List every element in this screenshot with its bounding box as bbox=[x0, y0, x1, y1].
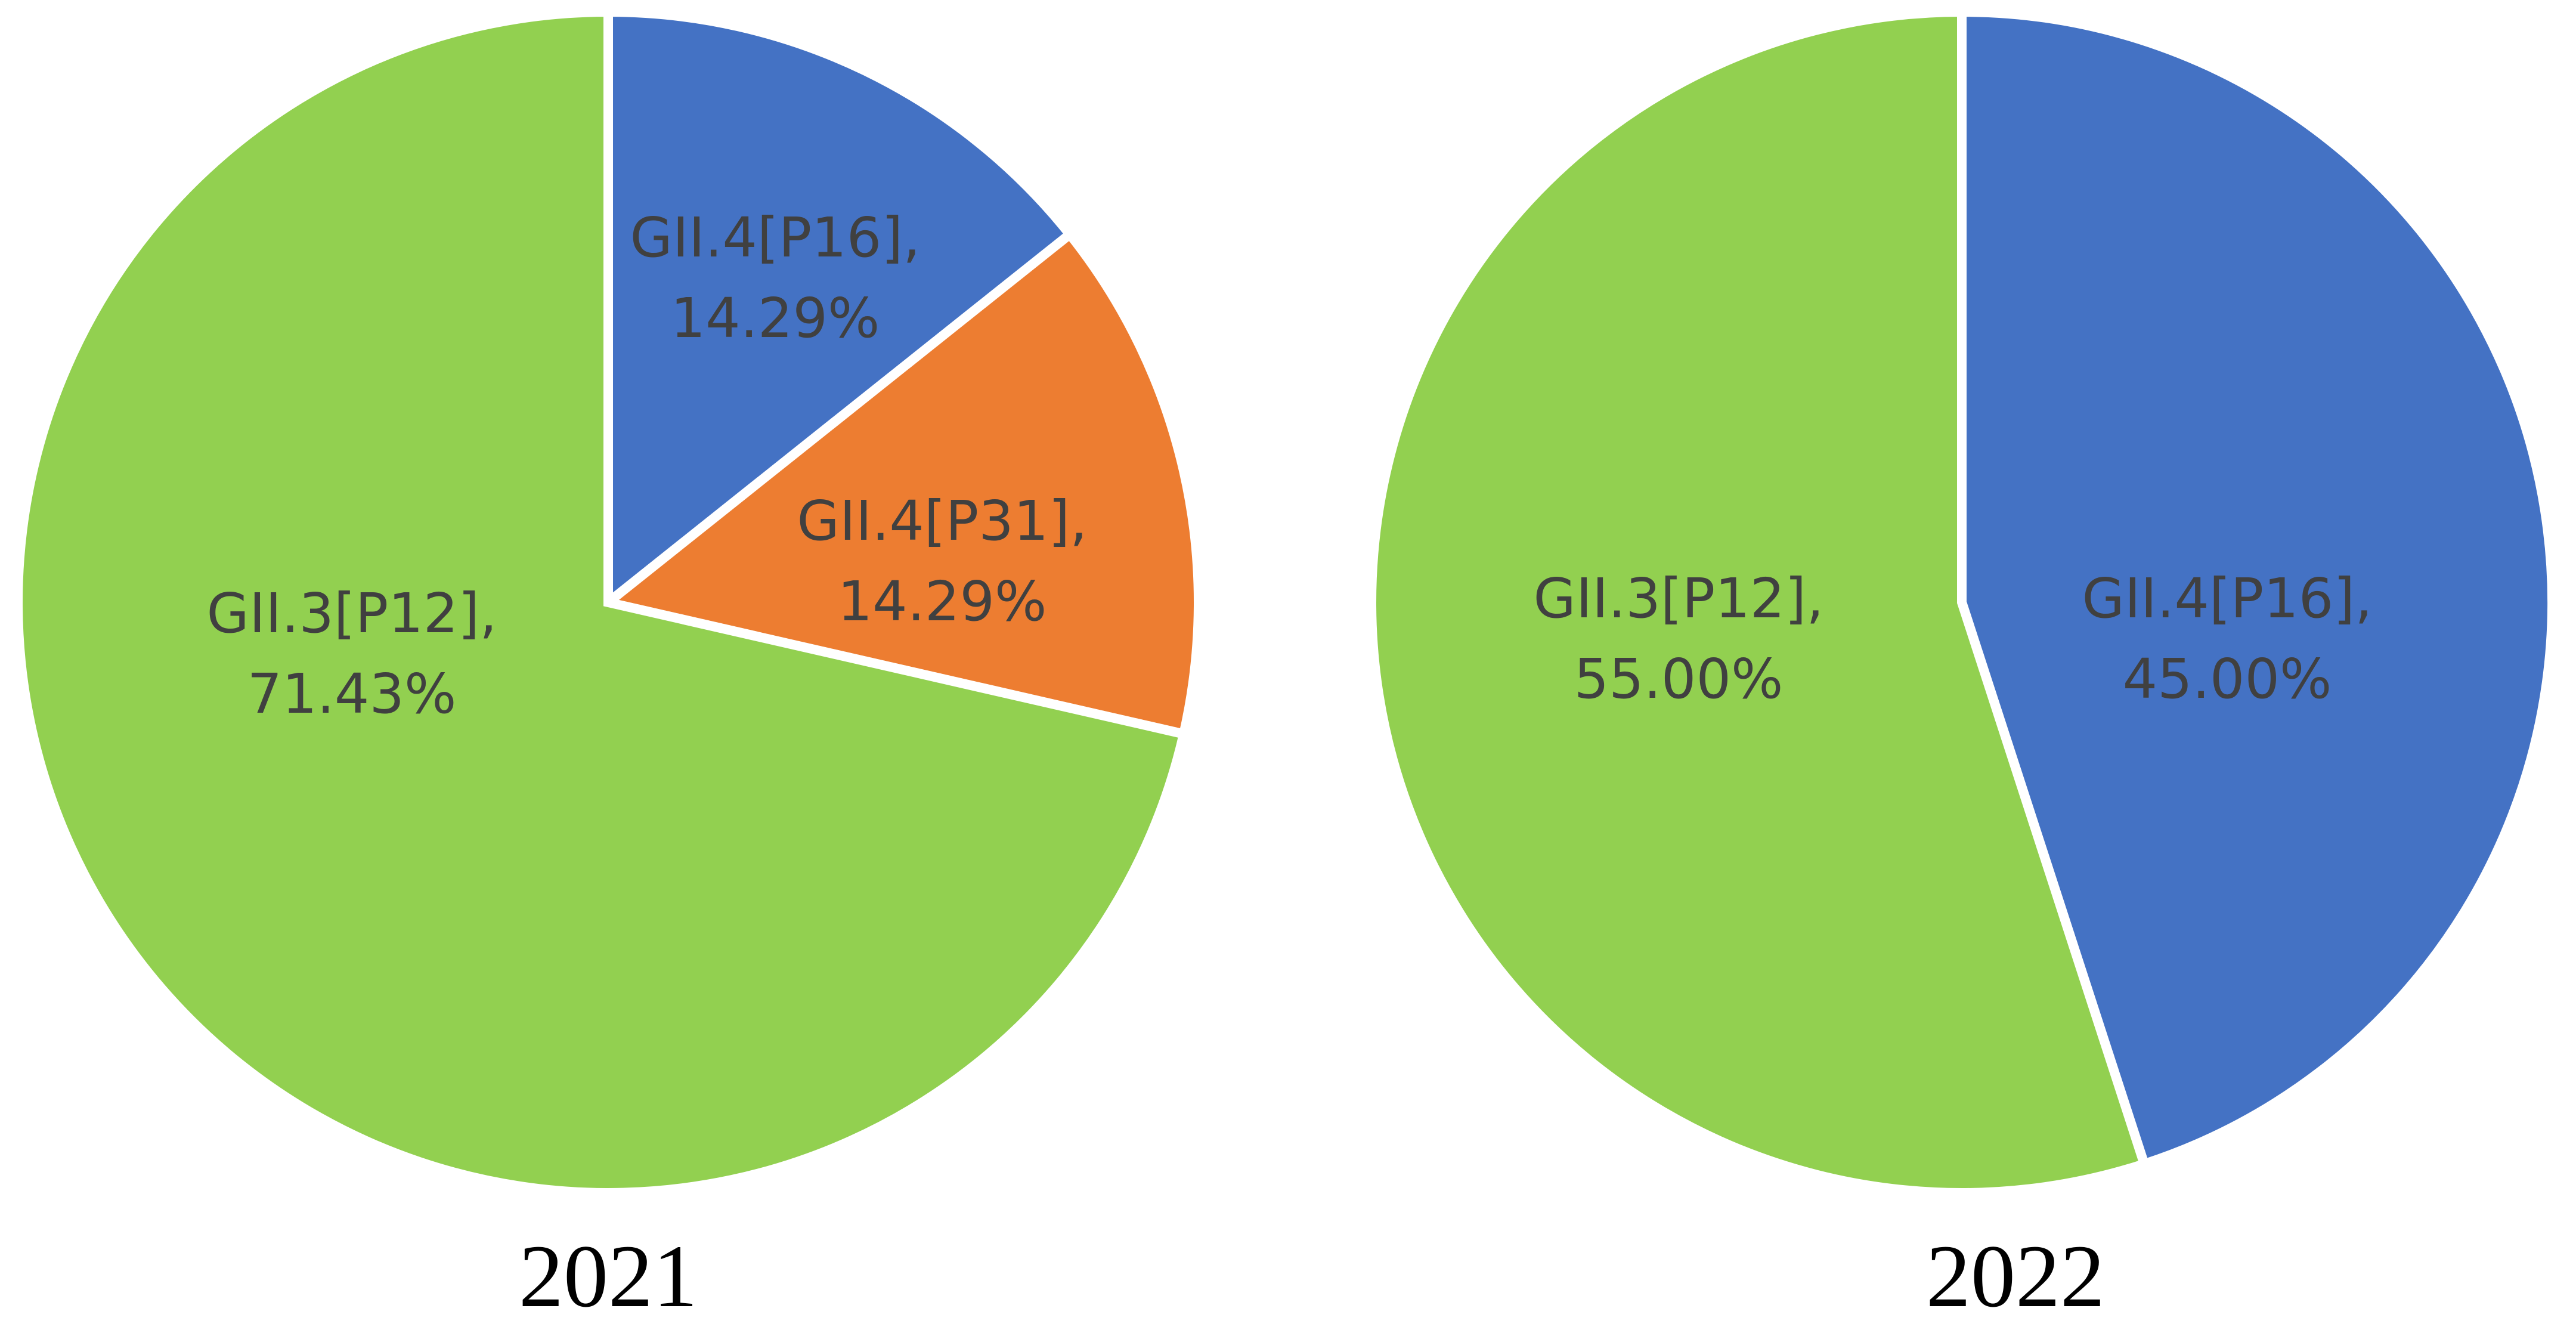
slice-category-label: GII.4[P16], bbox=[630, 206, 921, 270]
pie-slice-gii-4-p31 bbox=[597, 227, 1203, 740]
slice-data-label: GII.4[P31], 14.29% bbox=[797, 489, 1088, 633]
pie-chart-2021: GII.4[P16], 14.29% GII.4[P31], 14.29% GII.3[… bbox=[13, 7, 1203, 1326]
pie-slice-gii-4-p16 bbox=[603, 7, 1077, 613]
slice-percent-label: 14.29% bbox=[671, 286, 880, 350]
slice-data-label: GII.3[P12], 71.43% bbox=[207, 582, 497, 726]
slice-category-label: GII.3[P12], bbox=[1534, 567, 1824, 630]
slice-data-label: GII.4[P16], 14.29% bbox=[630, 206, 921, 350]
slice-percent-label: 45.00% bbox=[2123, 647, 2332, 711]
slice-category-label: GII.3[P12], bbox=[207, 582, 497, 645]
slice-percent-label: 71.43% bbox=[247, 662, 457, 726]
pie-slice-gii-3-p12 bbox=[1367, 7, 2151, 1198]
pie-slice-gii-4-p16 bbox=[1957, 7, 2557, 1170]
pie-slice-gii-3-p12 bbox=[13, 7, 1190, 1198]
pie-chart-2022: GII.4[P16], 45.00% GII.3[P12], 55.00% 2022 bbox=[1367, 7, 2557, 1326]
slice-category-label: GII.4[P16], bbox=[2082, 567, 2373, 630]
chart-year-title: 2021 bbox=[519, 1227, 698, 1326]
slice-percent-label: 55.00% bbox=[1574, 647, 1784, 711]
slice-data-label: GII.3[P12], 55.00% bbox=[1534, 567, 1824, 711]
slice-data-label: GII.4[P16], 45.00% bbox=[2082, 567, 2373, 711]
slice-percent-label: 14.29% bbox=[838, 570, 1047, 633]
slice-category-label: GII.4[P31], bbox=[797, 489, 1088, 553]
chart-year-title: 2022 bbox=[1926, 1227, 2105, 1326]
